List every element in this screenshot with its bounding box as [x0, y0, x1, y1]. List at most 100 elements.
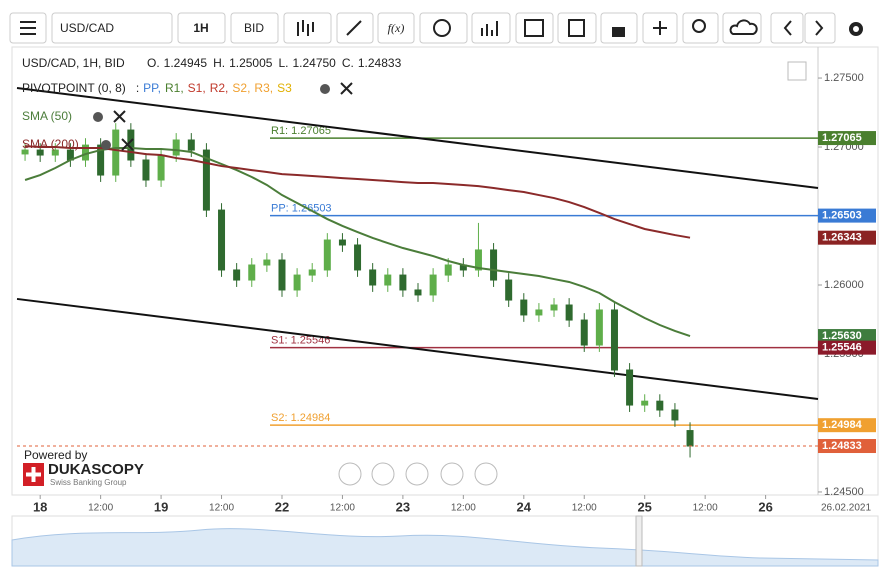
volume-icon [481, 21, 498, 36]
interval-button[interactable] [177, 12, 226, 44]
candle-body [369, 269, 377, 286]
toolbar: USD/CAD 1H BID f(x) [9, 12, 863, 44]
calendar-icon [524, 19, 544, 37]
pivot-separator: , [247, 81, 250, 95]
pivot-label: PP: 1.26503 [271, 203, 332, 215]
candle-body [595, 309, 603, 346]
calc-button[interactable] [557, 12, 597, 44]
x-tick-label: 12:00 [88, 503, 113, 514]
candle-body [278, 259, 286, 291]
info-button[interactable] [419, 12, 468, 44]
pivot-legend-item: S3 [277, 81, 292, 95]
volume-button[interactable] [471, 12, 511, 44]
x-tick-label: 12:00 [572, 503, 597, 514]
crosshair-icon [653, 21, 667, 35]
prev-button[interactable] [770, 12, 804, 44]
pivot-name: PIVOTPOINT (0, 8) [22, 81, 126, 95]
reset-zoom[interactable] [405, 462, 429, 486]
gear-icon[interactable] [101, 140, 111, 150]
x-tick-label: 26 [758, 499, 772, 514]
zoom-button[interactable] [682, 12, 719, 44]
candle-body [610, 309, 618, 371]
candle-body [414, 289, 422, 296]
close-icon[interactable] [121, 138, 134, 151]
price-badge [818, 418, 876, 433]
candle-body [641, 400, 649, 406]
candle-body [656, 400, 664, 411]
candle-body [535, 309, 543, 316]
candle-body [36, 149, 44, 156]
ohlc-label: L. [278, 56, 288, 70]
ohlc-label: H. [213, 56, 225, 70]
export-button[interactable] [722, 12, 762, 44]
pivot-separator: , [180, 81, 183, 95]
price-badge [818, 439, 876, 454]
candle-body [444, 264, 452, 276]
legend-tools [93, 82, 353, 151]
price-badge [818, 340, 876, 355]
candle-body [293, 274, 301, 291]
scroll-left[interactable] [338, 462, 362, 486]
candle-body [565, 304, 573, 321]
next-icon [815, 20, 824, 36]
navigator-handle[interactable] [635, 515, 643, 567]
candle-body [218, 209, 226, 271]
candle-body [202, 149, 210, 211]
zoom-in[interactable] [440, 462, 464, 486]
close-icon[interactable] [113, 110, 126, 123]
date-label: 26.02.2021 [821, 503, 871, 514]
price-type-button[interactable] [230, 12, 279, 44]
candle-body [626, 369, 634, 406]
candle-body [21, 149, 29, 155]
pivot-separator: , [225, 81, 228, 95]
scroll-right[interactable] [474, 462, 498, 486]
x-tick-label: 12:00 [209, 503, 234, 514]
pivot-label: S1: 1.25546 [271, 335, 330, 347]
gear-icon[interactable] [93, 112, 103, 122]
calendar-button[interactable] [515, 12, 554, 44]
candle-body [112, 129, 120, 176]
candle-body [474, 249, 482, 271]
pivot-separator: , [270, 81, 273, 95]
candle-body [172, 139, 180, 156]
fullscreen-button[interactable] [787, 61, 807, 81]
gear-icon[interactable] [320, 84, 330, 94]
ohlc-value: 1.25005 [229, 56, 273, 70]
plot: R1: 1.27065 PP: 1.26503 S1: 1.25546 S2: 1.2… [16, 86, 819, 458]
settings-icon [853, 26, 859, 32]
candle-body [505, 279, 513, 301]
symbol-input[interactable] [51, 12, 173, 44]
candle-body [550, 304, 558, 311]
pivot-label: S2: 1.24984 [271, 412, 330, 424]
x-tick-label: 12:00 [693, 503, 718, 514]
price-badge [818, 131, 876, 146]
candle-body [399, 274, 407, 291]
price-badge-label: 1.25546 [822, 342, 862, 354]
candle-body [520, 299, 528, 316]
y-tick-label: 1.27500 [824, 72, 864, 84]
pivot-lead: : [136, 81, 139, 95]
x-tick-label: 24 [517, 499, 532, 514]
candle-body [248, 264, 256, 281]
pivot-legend: PIVOTPOINT (0, 8): PP, R1, S1, R2, S2, R3, S3 [22, 81, 292, 95]
powered-by: Powered by [24, 448, 87, 462]
trendline [16, 86, 819, 190]
candle-body [233, 269, 241, 281]
sma-legend: SMA (50) [22, 109, 72, 123]
navigator-area [11, 528, 879, 567]
zoom-controls [338, 462, 498, 486]
price-type: BID [244, 21, 264, 35]
x-tick-label: 23 [396, 499, 410, 514]
pivot-separator: , [158, 81, 161, 95]
prev-icon [783, 20, 792, 36]
pivot-legend-item: R2 [210, 81, 226, 95]
pencil-icon [346, 20, 362, 36]
candle-body [354, 244, 362, 271]
menu-icon [20, 21, 36, 35]
zoom-out[interactable] [371, 462, 395, 486]
price-badge [818, 230, 876, 245]
function-button[interactable] [377, 12, 415, 44]
ohlc-label: O. [147, 56, 160, 70]
close-icon[interactable] [340, 82, 353, 95]
next-button[interactable] [804, 12, 836, 44]
